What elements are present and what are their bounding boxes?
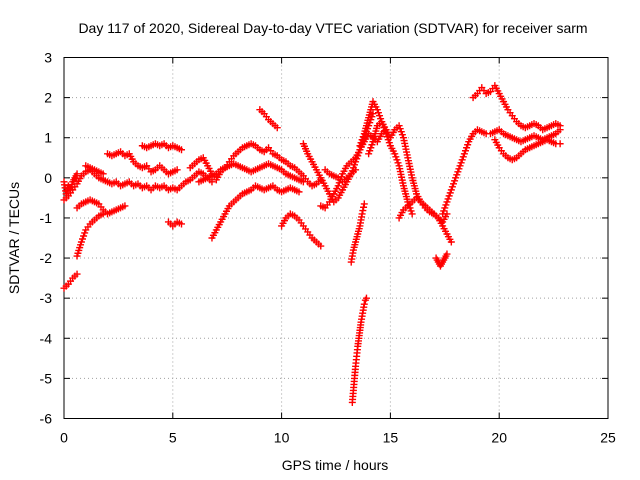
series-trace-14 bbox=[278, 210, 325, 250]
x-tick-label: 5 bbox=[169, 430, 177, 446]
series-trace-12 bbox=[208, 182, 303, 242]
series-trace-1 bbox=[60, 170, 81, 198]
data-point bbox=[359, 207, 367, 215]
y-tick-label: -4 bbox=[40, 330, 53, 346]
series-trace-23 bbox=[432, 250, 451, 270]
y-tick-label: -2 bbox=[40, 250, 53, 266]
series-trace-7 bbox=[104, 148, 181, 178]
data-point bbox=[317, 242, 325, 250]
data-point bbox=[358, 210, 366, 218]
axis-ticks: 0 5 10 15 20 25 -6 -5 -4 -3 -2 -1 0 1 2 3 bbox=[40, 50, 616, 446]
series-trace-3 bbox=[60, 270, 81, 292]
x-tick-label: 0 bbox=[60, 430, 68, 446]
data-point bbox=[99, 170, 107, 178]
series-trace-5 bbox=[73, 196, 129, 218]
data-point bbox=[121, 202, 129, 210]
y-tick-label: 2 bbox=[44, 90, 52, 106]
x-axis-title: GPS time / hours bbox=[282, 457, 389, 473]
plot-frame bbox=[63, 57, 609, 419]
data-point bbox=[295, 188, 303, 196]
data-point bbox=[273, 124, 281, 132]
data-point bbox=[443, 250, 451, 258]
data-point bbox=[556, 140, 564, 148]
series-trace-8 bbox=[138, 140, 186, 154]
y-tick-label: 1 bbox=[44, 130, 52, 146]
chart-title: Day 117 of 2020, Sidereal Day-to-day VTE… bbox=[78, 20, 587, 36]
y-tick-label: 0 bbox=[44, 170, 52, 186]
series-trace-4 bbox=[73, 210, 107, 260]
data-point bbox=[362, 294, 370, 302]
data-point bbox=[360, 200, 368, 208]
data-point bbox=[208, 178, 216, 186]
data-point bbox=[178, 220, 186, 228]
x-tick-label: 25 bbox=[600, 430, 616, 446]
x-tick-label: 20 bbox=[491, 430, 507, 446]
y-tick-label: -5 bbox=[40, 370, 53, 386]
y-tick-label: -6 bbox=[40, 411, 53, 427]
series-trace-17 bbox=[321, 166, 360, 186]
series-trace-2 bbox=[60, 166, 216, 204]
series-trace-22 bbox=[395, 194, 455, 246]
series-trace-18 bbox=[347, 200, 368, 266]
data-point bbox=[556, 122, 564, 130]
data-points bbox=[60, 82, 564, 406]
data-point bbox=[73, 270, 81, 278]
series-trace-24 bbox=[439, 126, 564, 218]
data-point bbox=[173, 166, 181, 174]
y-tick-label: -1 bbox=[40, 210, 53, 226]
data-point bbox=[73, 170, 81, 178]
series-trace-19 bbox=[348, 294, 370, 406]
data-point bbox=[178, 146, 186, 154]
data-point bbox=[360, 203, 368, 211]
series-trace-13 bbox=[256, 106, 281, 132]
data-point bbox=[360, 300, 368, 308]
x-tick-label: 10 bbox=[274, 430, 290, 446]
data-point bbox=[299, 178, 307, 186]
grid bbox=[64, 57, 608, 419]
y-axis-title: SDTVAR / TECUs bbox=[6, 182, 22, 294]
series-trace-26 bbox=[491, 136, 564, 164]
data-point bbox=[447, 238, 455, 246]
data-point bbox=[408, 210, 416, 218]
series-trace-6 bbox=[82, 162, 107, 178]
y-tick-label: -3 bbox=[40, 290, 53, 306]
series-trace-11 bbox=[195, 160, 307, 186]
series-trace-9 bbox=[164, 218, 186, 230]
series-trace-25 bbox=[469, 82, 564, 134]
data-point bbox=[352, 166, 360, 174]
x-tick-label: 15 bbox=[383, 430, 399, 446]
y-tick-label: 3 bbox=[44, 50, 52, 66]
